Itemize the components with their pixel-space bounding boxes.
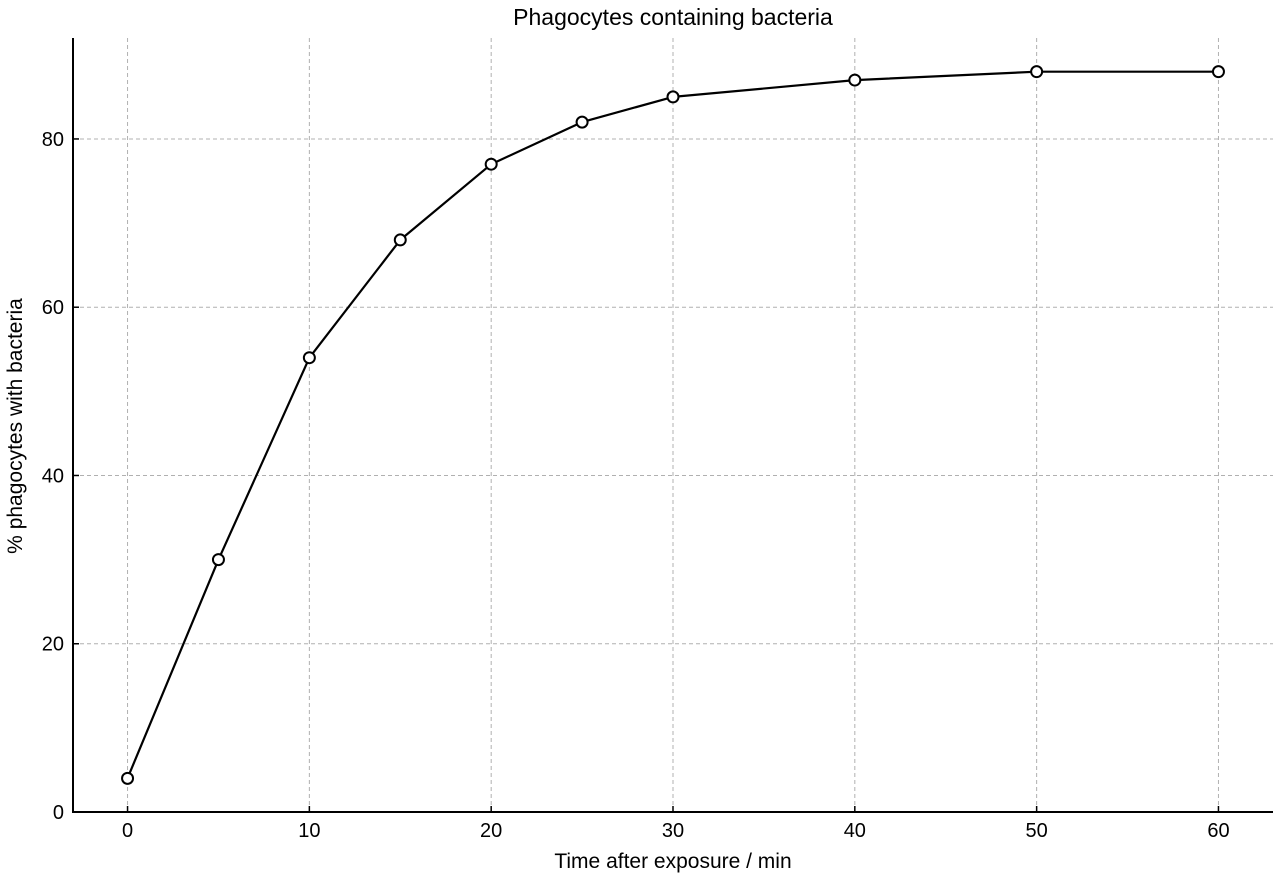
x-tick-label: 60 — [1207, 820, 1229, 842]
data-point-marker — [1030, 65, 1044, 79]
data-point-marker — [121, 771, 135, 785]
x-axis-ticks: 0 10 20 30 40 50 60 — [122, 806, 1230, 842]
y-tick-label: 0 — [53, 802, 64, 824]
x-tick-label: 30 — [662, 820, 684, 842]
data-point-marker — [848, 73, 862, 87]
chart-title: Phagocytes containing bacteria — [513, 4, 833, 30]
data-point-marker — [575, 115, 589, 129]
y-axis-ticks: 0 20 40 60 80 — [42, 129, 79, 824]
x-tick-label: 0 — [122, 820, 133, 842]
y-axis-label: % phagocytes with bacteria — [4, 298, 27, 554]
series-layer — [121, 65, 1225, 785]
y-tick-label: 20 — [42, 634, 64, 656]
y-tick-label: 40 — [42, 465, 64, 487]
x-tick-label: 20 — [480, 820, 502, 842]
x-tick-label: 50 — [1026, 820, 1048, 842]
series-line — [126, 70, 1219, 779]
data-point-marker — [393, 233, 407, 247]
data-point-marker — [302, 351, 316, 365]
x-tick-label: 10 — [298, 820, 320, 842]
x-axis-label: Time after exposure / min — [554, 850, 791, 873]
data-point-marker — [666, 90, 680, 104]
data-point-marker — [484, 157, 498, 171]
y-tick-label: 60 — [42, 297, 64, 319]
y-tick-label: 80 — [42, 129, 64, 151]
data-point-marker — [1211, 65, 1225, 79]
x-tick-label: 40 — [844, 820, 866, 842]
grid-lines — [73, 38, 1273, 812]
data-point-marker — [211, 553, 225, 567]
